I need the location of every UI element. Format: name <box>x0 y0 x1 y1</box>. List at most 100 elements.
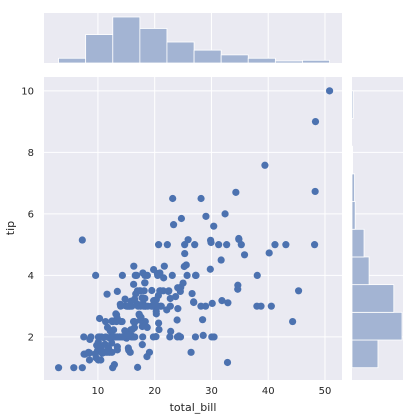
scatter-point <box>141 294 149 303</box>
scatter-point <box>156 287 164 295</box>
histogram-bar-y <box>351 311 403 341</box>
scatter-point <box>197 194 205 203</box>
scatter-point <box>169 221 178 229</box>
scatter-point <box>134 363 142 371</box>
scatter-point <box>119 333 127 341</box>
scatter-point <box>85 356 94 364</box>
marginal-x-histogram <box>58 16 330 64</box>
scatter-point <box>202 212 210 220</box>
scatter-point <box>187 348 195 356</box>
scatter-point <box>173 316 181 324</box>
scatter-point <box>223 358 232 367</box>
joint-panel <box>44 77 342 380</box>
histogram-bar-x <box>85 34 114 64</box>
scatter-point <box>154 271 162 280</box>
scatter-point <box>253 271 261 280</box>
x-axis-label: total_bill <box>170 401 217 414</box>
scatter-point <box>113 346 121 354</box>
y-axis-label: tip <box>4 221 17 235</box>
scatter-point <box>131 271 139 280</box>
scatter-point <box>311 187 319 196</box>
scatter-point <box>289 317 297 326</box>
scatter-point <box>155 241 163 249</box>
scatter-point <box>282 241 290 249</box>
scatter-point <box>131 295 139 303</box>
y-tick-label: 4 <box>28 271 34 282</box>
scatter-point <box>92 271 100 280</box>
scatter-point <box>112 311 121 319</box>
scatter-point <box>167 327 175 335</box>
histogram-bar-x <box>274 60 303 64</box>
scatter-point <box>169 194 177 203</box>
scatter-point <box>148 286 156 295</box>
scatter-point <box>184 236 192 244</box>
scatter-point <box>155 319 163 327</box>
y-tick-label: 2 <box>28 332 34 343</box>
scatter-point <box>221 210 229 218</box>
scatter-point <box>240 251 249 259</box>
scatter-point <box>215 241 223 249</box>
x-tick-label: 50 <box>319 386 332 397</box>
scatter-point <box>173 333 182 341</box>
scatter-point <box>192 271 200 280</box>
scatter-point <box>163 241 171 249</box>
scatter-point <box>179 279 187 287</box>
scatter-point <box>103 290 111 298</box>
scatter-point <box>155 325 163 334</box>
scatter-point <box>198 316 207 324</box>
scatter-point <box>94 356 102 364</box>
scatter-point <box>176 287 184 296</box>
scatter-point <box>325 87 334 95</box>
scatter-point <box>113 287 121 296</box>
x-tick-label: 30 <box>205 386 218 397</box>
scatter-point <box>121 327 129 335</box>
scatter-point <box>78 236 86 244</box>
scatter-point <box>160 262 168 270</box>
scatter-point <box>160 274 168 282</box>
scatter-point <box>140 287 148 295</box>
histogram-bar-y <box>351 284 395 313</box>
scatter-point <box>109 364 117 372</box>
scatter-point <box>191 241 199 249</box>
scatter-point <box>267 302 275 310</box>
scatter-point <box>164 287 173 296</box>
scatter-point <box>94 333 103 341</box>
scatter-point <box>144 302 152 310</box>
histogram-bar-x <box>220 54 249 64</box>
scatter-point <box>141 279 149 287</box>
scatter-point <box>138 341 146 349</box>
scatter-point <box>106 327 114 335</box>
scatter-point <box>210 222 218 230</box>
histogram-bar-y <box>351 256 370 286</box>
histogram-bar-x <box>193 49 222 64</box>
histogram-bar-x <box>166 41 195 64</box>
scatter-point <box>130 324 139 332</box>
scatter-point <box>181 249 189 258</box>
scatter-point <box>135 310 143 318</box>
histogram-bar-y <box>351 228 365 258</box>
scatter-point <box>86 335 94 343</box>
histogram-bar-x <box>139 28 168 64</box>
scatter-point <box>206 265 214 273</box>
scatter-point <box>130 280 138 288</box>
histogram-bar-y <box>351 145 354 175</box>
y-tick-label: 8 <box>28 148 34 159</box>
scatter-point <box>117 302 125 310</box>
x-tick-label: 10 <box>92 386 105 397</box>
scatter-point <box>150 265 158 274</box>
histogram-bar-x <box>302 59 330 64</box>
scatter-point <box>143 353 151 361</box>
scatter-point <box>54 364 63 372</box>
histogram-bar-y <box>351 339 379 369</box>
scatter-point <box>108 339 116 347</box>
scatter-point <box>232 188 240 196</box>
scatter-point <box>143 323 151 331</box>
y-tick-label: 6 <box>28 209 34 220</box>
scatter-point <box>199 331 207 339</box>
scatter-point <box>80 333 88 341</box>
scatter-point <box>191 333 200 341</box>
histogram-bar-x <box>247 57 276 64</box>
scatter-point <box>125 302 133 310</box>
scatter-point <box>208 299 216 308</box>
